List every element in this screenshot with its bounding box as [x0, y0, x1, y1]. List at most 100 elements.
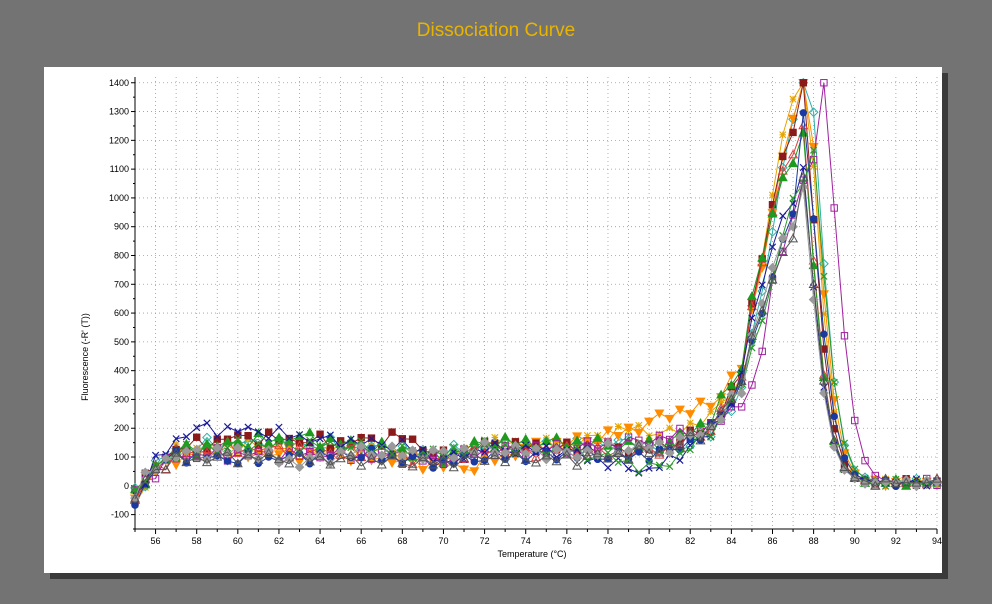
- data-point: [376, 450, 387, 461]
- data-point: [285, 440, 293, 448]
- data-point: [757, 252, 768, 262]
- data-point: [520, 454, 531, 464]
- data-point: [212, 451, 223, 461]
- data-point: [273, 454, 285, 464]
- data-point: [921, 477, 932, 487]
- data-point: [448, 453, 459, 464]
- data-point: [757, 286, 768, 297]
- y-tick-label: 100: [114, 452, 129, 462]
- data-point: [686, 446, 694, 454]
- data-point: [654, 409, 665, 419]
- data-point: [851, 465, 859, 473]
- x-tick-label: 60: [233, 536, 243, 546]
- data-point: [921, 475, 932, 486]
- data-point: [275, 444, 283, 452]
- data-point: [223, 423, 232, 431]
- data-point: [799, 109, 808, 117]
- data-point: [808, 107, 819, 118]
- data-point: [192, 433, 201, 441]
- data-point: [388, 450, 396, 458]
- data-point: [491, 433, 499, 442]
- data-point: [285, 434, 293, 442]
- data-point: [397, 457, 408, 467]
- data-point: [172, 435, 180, 443]
- data-point: [213, 432, 221, 440]
- data-point: [150, 464, 161, 474]
- x-tick-label: 94: [932, 536, 942, 546]
- x-tick-label: 84: [726, 536, 736, 546]
- data-point: [367, 434, 376, 443]
- data-point: [664, 448, 675, 458]
- data-point: [398, 435, 407, 443]
- data-point: [522, 439, 530, 447]
- data-point: [820, 383, 828, 391]
- data-point: [386, 459, 398, 468]
- y-tick-label: 500: [114, 337, 129, 347]
- data-point: [284, 458, 295, 468]
- data-point: [716, 405, 727, 415]
- data-point: [840, 332, 849, 340]
- data-point: [232, 442, 243, 453]
- data-point: [768, 243, 777, 251]
- data-point: [748, 381, 756, 389]
- data-point: [357, 454, 365, 462]
- data-point: [335, 446, 346, 457]
- data-point: [347, 443, 355, 452]
- data-point: [407, 445, 418, 456]
- y-axis-label: Fluorescence (-R' (T)): [80, 313, 90, 401]
- data-point: [798, 171, 809, 181]
- data-point: [273, 440, 285, 450]
- data-point: [644, 434, 655, 444]
- data-point: [931, 473, 942, 483]
- data-point: [809, 215, 818, 223]
- data-point: [726, 394, 737, 403]
- data-point: [736, 376, 747, 386]
- data-point: [851, 416, 859, 425]
- data-point: [839, 449, 850, 459]
- data-point: [160, 453, 171, 464]
- y-tick-label: 1300: [109, 107, 129, 117]
- data-point: [151, 451, 160, 459]
- y-tick-label: 300: [114, 394, 129, 404]
- data-point: [253, 453, 264, 464]
- data-point: [222, 446, 233, 456]
- data-point: [572, 435, 583, 445]
- data-point: [469, 436, 480, 445]
- data-point: [674, 405, 686, 415]
- data-point: [171, 461, 182, 471]
- data-point: [787, 114, 799, 124]
- data-point: [602, 453, 614, 463]
- data-point: [191, 451, 202, 461]
- data-point: [849, 473, 860, 484]
- data-point: [479, 455, 490, 465]
- data-point: [345, 449, 356, 459]
- data-point: [223, 457, 232, 465]
- data-point: [779, 131, 787, 139]
- data-point: [645, 459, 653, 467]
- data-point: [428, 459, 439, 469]
- data-point: [480, 448, 489, 456]
- data-point: [830, 204, 838, 212]
- data-point: [386, 450, 398, 460]
- x-tick-label: 80: [644, 536, 654, 546]
- data-point: [695, 397, 706, 407]
- y-tick-label: 800: [114, 250, 129, 260]
- data-point: [326, 431, 334, 439]
- data-point: [820, 330, 828, 338]
- y-tick-label: 0: [124, 481, 129, 491]
- data-point: [244, 431, 252, 440]
- data-point: [901, 477, 912, 487]
- data-point: [583, 432, 591, 440]
- chart-panel: -100 0 100 200 300 400 500 600 700 800 900 1000 1100…: [44, 67, 942, 573]
- data-point: [758, 347, 766, 356]
- data-point: [779, 152, 787, 161]
- y-tick-label: 600: [114, 308, 129, 318]
- y-tick-label: 1200: [109, 135, 129, 145]
- data-point: [726, 379, 737, 389]
- data-point: [520, 433, 531, 443]
- data-point: [160, 464, 171, 474]
- data-point: [787, 149, 799, 159]
- data-point: [726, 371, 737, 381]
- data-point: [470, 458, 479, 466]
- data-point: [644, 417, 655, 427]
